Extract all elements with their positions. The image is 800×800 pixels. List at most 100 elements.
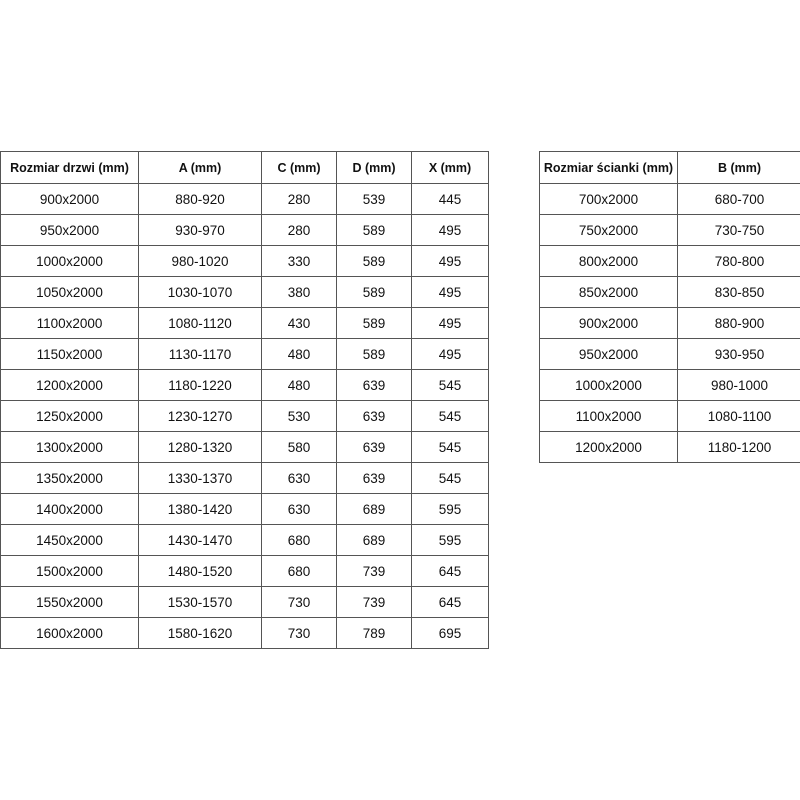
- table-cell: 1530-1570: [138, 586, 262, 618]
- table-cell: 695: [411, 617, 489, 649]
- table-cell: 645: [411, 555, 489, 587]
- table-cell: 330: [261, 245, 337, 277]
- table-cell: 1430-1470: [138, 524, 262, 556]
- table-cell: 1280-1320: [138, 431, 262, 463]
- table-cell: 880-900: [677, 307, 800, 339]
- table-row: 1250x2000 1230-1270 530 639 545: [0, 400, 489, 432]
- table-cell: 700x2000: [539, 183, 678, 215]
- table-header-row: Rozmiar ścianki (mm) B (mm): [539, 151, 800, 184]
- table-cell: 1180-1220: [138, 369, 262, 401]
- table-row: 1450x2000 1430-1470 680 689 595: [0, 524, 489, 556]
- table-row: 750x2000 730-750: [539, 214, 800, 246]
- table-cell: 1300x2000: [0, 431, 139, 463]
- table-cell: 539: [336, 183, 412, 215]
- table-cell: 750x2000: [539, 214, 678, 246]
- table-row: 1200x2000 1180-1220 480 639 545: [0, 369, 489, 401]
- header-b: B (mm): [677, 151, 800, 184]
- table-cell: 639: [336, 400, 412, 432]
- table-cell: 595: [411, 524, 489, 556]
- table-row: 1000x2000 980-1000: [539, 369, 800, 401]
- table-row: 700x2000 680-700: [539, 183, 800, 215]
- table-cell: 280: [261, 183, 337, 215]
- table-cell: 739: [336, 555, 412, 587]
- table-cell: 800x2000: [539, 245, 678, 277]
- table-cell: 789: [336, 617, 412, 649]
- table-row: 1100x2000 1080-1120 430 589 495: [0, 307, 489, 339]
- table-cell: 1200x2000: [0, 369, 139, 401]
- table-cell: 495: [411, 245, 489, 277]
- header-wall-size: Rozmiar ścianki (mm): [539, 151, 678, 184]
- table-cell: 1600x2000: [0, 617, 139, 649]
- table-cell: 580: [261, 431, 337, 463]
- table-cell: 680: [261, 555, 337, 587]
- table-row: 1500x2000 1480-1520 680 739 645: [0, 555, 489, 587]
- table-cell: 1180-1200: [677, 431, 800, 463]
- table-cell: 1500x2000: [0, 555, 139, 587]
- table-cell: 680: [261, 524, 337, 556]
- table-cell: 930-950: [677, 338, 800, 370]
- table-cell: 480: [261, 338, 337, 370]
- table-cell: 950x2000: [539, 338, 678, 370]
- table-row: 1600x2000 1580-1620 730 789 695: [0, 617, 489, 649]
- table-cell: 950x2000: [0, 214, 139, 246]
- table-cell: 589: [336, 276, 412, 308]
- table-cell: 730: [261, 617, 337, 649]
- table-cell: 589: [336, 245, 412, 277]
- table-cell: 639: [336, 431, 412, 463]
- table-cell: 930-970: [138, 214, 262, 246]
- table-cell: 495: [411, 338, 489, 370]
- table-row: 850x2000 830-850: [539, 276, 800, 308]
- table-cell: 589: [336, 214, 412, 246]
- table-cell: 689: [336, 524, 412, 556]
- table-cell: 1150x2000: [0, 338, 139, 370]
- table-cell: 495: [411, 276, 489, 308]
- table-cell: 545: [411, 400, 489, 432]
- table-cell: 545: [411, 431, 489, 463]
- table-row: 900x2000 880-920 280 539 445: [0, 183, 489, 215]
- table-cell: 1350x2000: [0, 462, 139, 494]
- table-cell: 595: [411, 493, 489, 525]
- table-cell: 1130-1170: [138, 338, 262, 370]
- table-row: 1300x2000 1280-1320 580 639 545: [0, 431, 489, 463]
- header-a: A (mm): [138, 151, 262, 184]
- table-row: 900x2000 880-900: [539, 307, 800, 339]
- table-cell: 645: [411, 586, 489, 618]
- table-cell: 630: [261, 493, 337, 525]
- table-cell: 830-850: [677, 276, 800, 308]
- table-cell: 1080-1120: [138, 307, 262, 339]
- table-cell: 589: [336, 338, 412, 370]
- table-row: 1050x2000 1030-1070 380 589 495: [0, 276, 489, 308]
- table-cell: 1100x2000: [0, 307, 139, 339]
- table-row: 1350x2000 1330-1370 630 639 545: [0, 462, 489, 494]
- table-cell: 545: [411, 462, 489, 494]
- table-cell: 900x2000: [0, 183, 139, 215]
- table-row: 950x2000 930-950: [539, 338, 800, 370]
- table-cell: 280: [261, 214, 337, 246]
- table-cell: 1080-1100: [677, 400, 800, 432]
- header-door-size: Rozmiar drzwi (mm): [0, 151, 139, 184]
- table-cell: 980-1000: [677, 369, 800, 401]
- header-c: C (mm): [261, 151, 337, 184]
- table-cell: 739: [336, 586, 412, 618]
- table-cell: 880-920: [138, 183, 262, 215]
- table-cell: 430: [261, 307, 337, 339]
- table-row: 1400x2000 1380-1420 630 689 595: [0, 493, 489, 525]
- table-cell: 1000x2000: [539, 369, 678, 401]
- table-cell: 630: [261, 462, 337, 494]
- table-row: 950x2000 930-970 280 589 495: [0, 214, 489, 246]
- table-cell: 1230-1270: [138, 400, 262, 432]
- table-cell: 680-700: [677, 183, 800, 215]
- table-cell: 545: [411, 369, 489, 401]
- table-cell: 530: [261, 400, 337, 432]
- table-cell: 1480-1520: [138, 555, 262, 587]
- table-cell: 1400x2000: [0, 493, 139, 525]
- door-size-table: Rozmiar drzwi (mm) A (mm) C (mm) D (mm) …: [0, 151, 489, 649]
- header-d: D (mm): [336, 151, 412, 184]
- table-row: 1550x2000 1530-1570 730 739 645: [0, 586, 489, 618]
- table-cell: 1100x2000: [539, 400, 678, 432]
- table-cell: 780-800: [677, 245, 800, 277]
- table-row: 1150x2000 1130-1170 480 589 495: [0, 338, 489, 370]
- table-cell: 589: [336, 307, 412, 339]
- table-cell: 1200x2000: [539, 431, 678, 463]
- table-cell: 480: [261, 369, 337, 401]
